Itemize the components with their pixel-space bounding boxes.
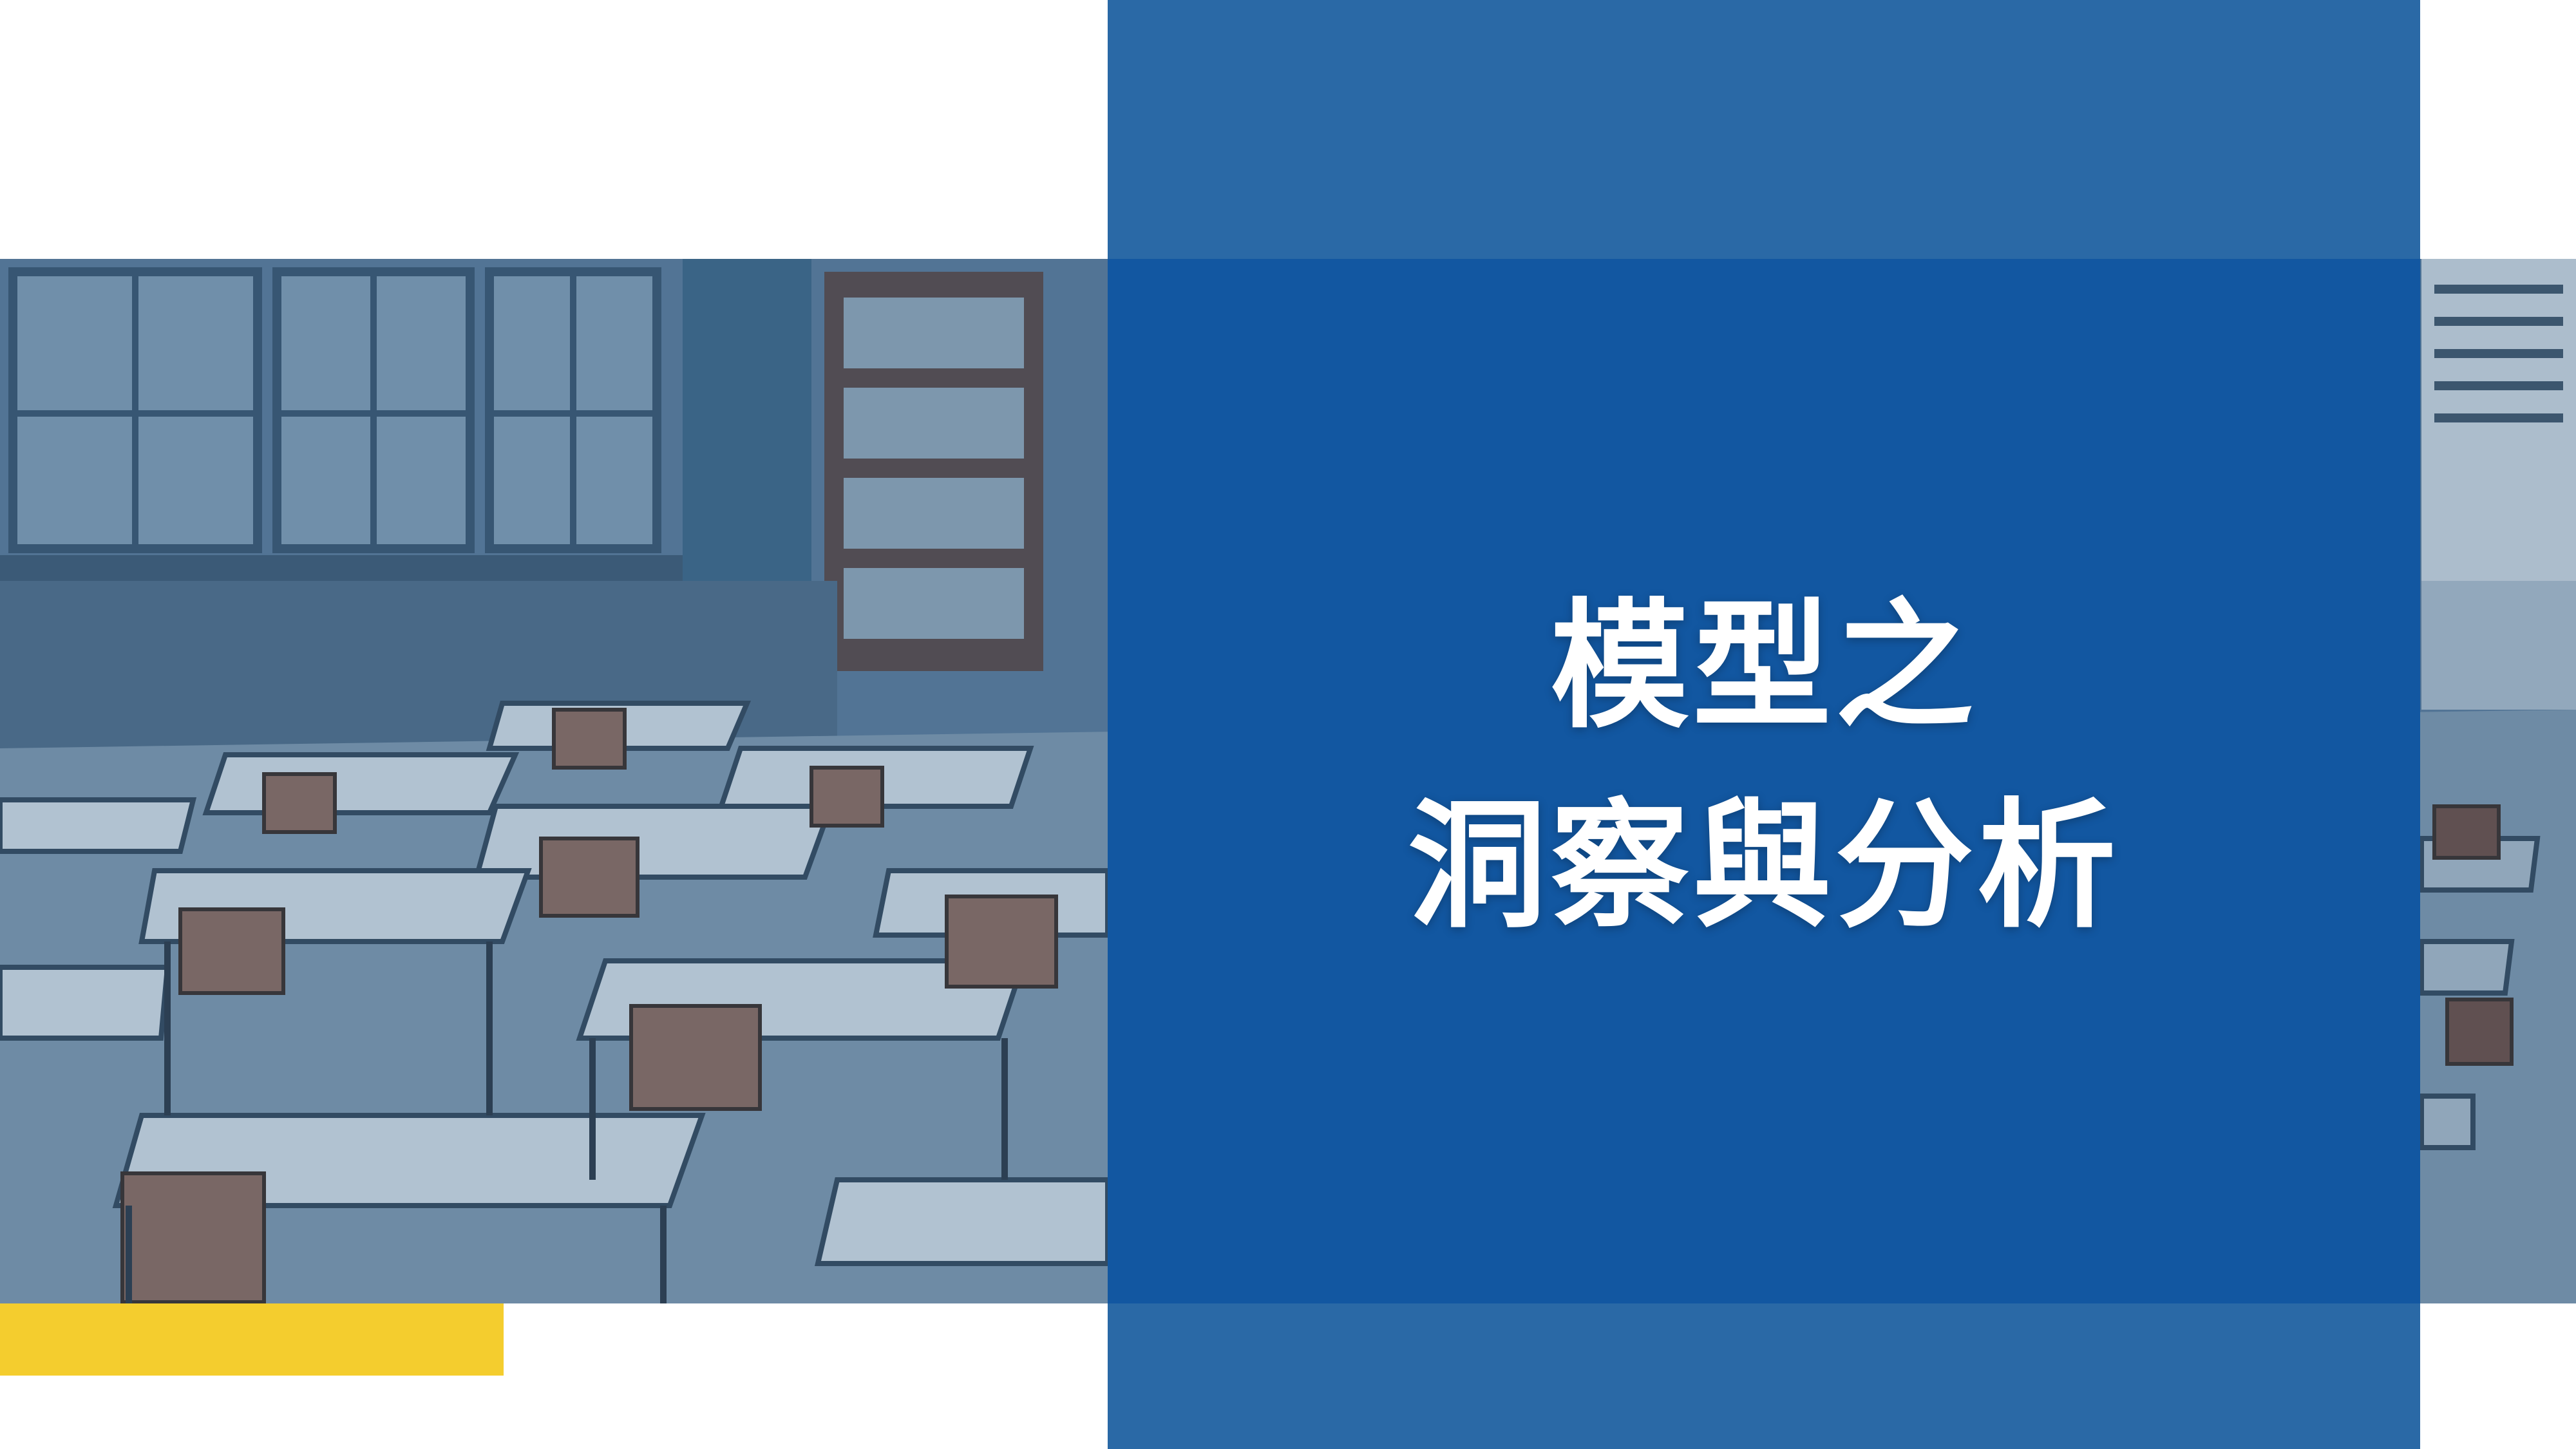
slide-title: 模型之 洞察與分析 [1108, 567, 2420, 966]
accent-bar [0, 1303, 504, 1376]
title-line-2: 洞察與分析 [1408, 785, 2120, 947]
title-line-1: 模型之 [1550, 585, 1978, 747]
title-panel-overlay [1108, 259, 2420, 1303]
